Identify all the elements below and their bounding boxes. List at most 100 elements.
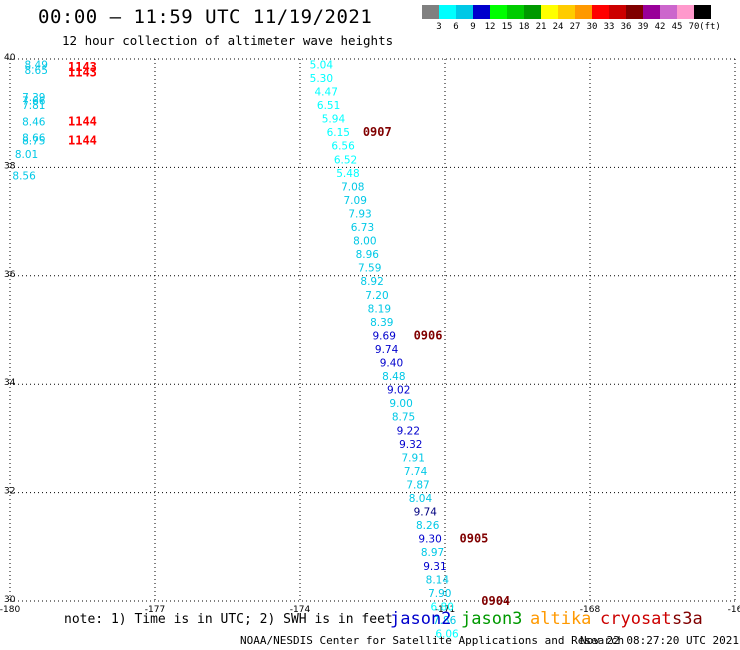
legend-tick-label: 3 [436,22,442,32]
swh-label: 9.00 [389,398,412,410]
swh-label: 8.97 [421,547,444,559]
legend-tick-label: 70 [688,22,700,32]
swh-label: 7.66 [22,96,46,108]
swh-label: 8.01 [15,149,38,161]
legend-swatch [439,5,456,19]
swh-label: 5.48 [336,168,359,180]
legend-tick-label: 12 [484,22,496,32]
legend-swatch [541,5,558,19]
legend-tick-label: 24 [552,22,564,32]
swh-label: 8.14 [426,574,450,586]
swh-label: 8.75 [22,135,45,147]
swh-label: 8.75 [392,412,415,424]
x-tick-label: -174 [290,605,311,615]
swh-label: 7.90 [428,588,451,600]
swh-label: 9.30 [418,534,441,546]
legend-swatch [473,5,490,19]
time-label: 0905 [460,532,489,546]
swh-label: 8.26 [416,520,440,532]
swh-label: 9.74 [414,507,438,519]
swh-label: 8.66 [22,133,46,145]
time-label: 1143 [68,66,97,80]
time-label: 0904 [481,594,510,608]
legend-tick-label: 6 [453,22,459,32]
legend-tick-label: 18 [518,22,530,32]
swh-label: 4.47 [315,87,338,99]
swh-label: 7.59 [358,263,381,275]
swh-label: 7.93 [348,208,371,220]
swh-label: 5.30 [310,73,333,85]
y-tick-label: 36 [4,270,16,280]
satellite-jason2: jason2 [390,609,452,629]
legend-tick-label: 21 [535,22,547,32]
swh-label: 8.56 [12,171,36,183]
legend-tick-label: 30 [586,22,598,32]
y-tick-label: 34 [4,378,16,388]
satellite-s3a: s3a [672,609,703,629]
chart-subtitle: 12 hour collection of altimeter wave hei… [62,33,394,48]
y-tick-label: 30 [4,595,16,605]
x-tick-label: -177 [145,605,165,615]
time-label: 1143 [68,60,97,74]
swh-label: 7.81 [22,100,45,112]
swh-label: 5.94 [322,114,346,126]
x-tick-label: -16 [728,605,740,615]
satellite-altika: altika [530,609,592,629]
swh-label: 6.73 [351,222,374,234]
credit-text: NOAA/NESDIS Center for Satellite Applica… [240,634,625,647]
swh-label: 7.39 [22,92,45,104]
swh-label: 6.15 [327,127,350,139]
swh-label: 9.69 [373,330,396,342]
swh-label: 8.00 [353,236,376,248]
legend-swatch [694,5,711,19]
generated-timestamp: Nov 22 08:27:20 UTC 2021 [580,634,739,647]
legend-swatch [626,5,643,19]
swh-label: 7.09 [344,195,367,207]
satellite-cryosat: cryosat [600,609,672,629]
swh-label: 8.46 [22,116,46,128]
swh-label: 7.87 [406,479,429,491]
legend-swatch [507,5,524,19]
swh-label: 8.48 [382,371,405,383]
legend-swatch [660,5,677,19]
legend-swatch [677,5,694,19]
x-tick-label: -168 [580,605,601,615]
swh-label: 8.04 [409,493,433,505]
x-tick-label: -180 [0,605,20,615]
legend-swatch [609,5,626,19]
swh-label: 5.04 [310,59,334,71]
time-label: 1144 [68,114,97,128]
chart-title: 00:00 – 11:59 UTC 11/19/2021 [38,6,373,28]
swh-label: 9.40 [380,358,403,370]
legend-swatch [422,5,439,19]
time-label: 0906 [414,328,443,342]
time-label: 0907 [363,125,392,139]
swh-label: 8.92 [360,276,383,288]
y-tick-label: 32 [4,487,15,497]
legend-unit: (ft) [699,22,721,32]
swh-label: 9.74 [375,344,399,356]
swh-label: 7.08 [341,181,364,193]
swh-label: 6.51 [317,100,340,112]
swh-label: 9.31 [423,561,446,573]
legend-tick-label: 27 [569,22,581,32]
legend-swatch [490,5,507,19]
legend-swatch [575,5,592,19]
footer-note: note: 1) Time is in UTC; 2) SWH is in fe… [64,612,393,627]
legend-swatch [524,5,541,19]
swh-label: 9.02 [387,385,410,397]
legend-tick-label: 33 [603,22,615,32]
swh-label: 8.49 [25,59,48,71]
swh-label: 8.39 [370,317,393,329]
swh-label: 6.80 [431,601,454,613]
legend-tick-label: 36 [620,22,632,32]
swh-label: 8.19 [368,303,391,315]
swh-label: 8.65 [25,65,48,77]
legend-swatch [592,5,609,19]
swh-label: 9.22 [397,425,420,437]
y-tick-label: 38 [4,161,16,171]
swh-label: 6.56 [331,141,355,153]
legend-tick-label: 15 [501,22,513,32]
swh-label: 7.20 [365,290,388,302]
